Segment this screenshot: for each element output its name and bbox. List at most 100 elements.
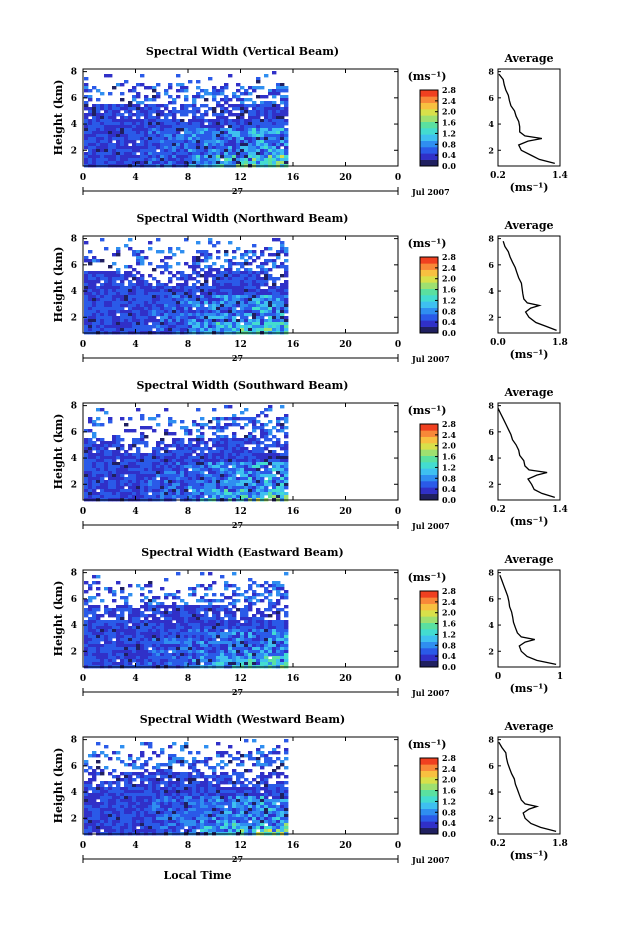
heatmap-cell [184, 137, 189, 141]
heatmap-cell [212, 656, 217, 660]
heatmap-cell [188, 638, 193, 642]
heatmap-cell [108, 119, 113, 123]
heatmap-cell [148, 659, 153, 663]
heatmap-cell [240, 140, 245, 144]
heatmap-cell [140, 417, 145, 421]
heatmap-cell [200, 122, 205, 126]
heatmap-cell [96, 322, 101, 326]
heatmap-cell [204, 256, 209, 260]
heatmap-cell [192, 116, 197, 120]
heatmap-cell [228, 471, 233, 475]
heatmap-cell [108, 420, 113, 424]
heatmap-cell [176, 301, 181, 305]
heatmap-cell [244, 89, 249, 93]
heatmap-cell [168, 617, 173, 621]
heatmap-cell [252, 489, 257, 493]
heatmap-cell [208, 310, 213, 314]
heatmap-cell [248, 140, 253, 144]
heatmap-cell [228, 152, 233, 156]
heatmap-cell [108, 134, 113, 138]
heatmap-cell [104, 468, 109, 472]
heatmap-cell [156, 95, 161, 99]
heatmap-cell [244, 408, 249, 412]
heatmap-cell [208, 125, 213, 129]
heatmap-cell [108, 131, 113, 135]
heatmap-cell [132, 483, 137, 487]
heatmap-cell [188, 656, 193, 660]
heatmap-cell [112, 289, 117, 293]
heatmap-cell [244, 489, 249, 493]
heatmap-cell [260, 110, 265, 114]
heatmap-cell [276, 638, 281, 642]
heatmap-cell [96, 581, 101, 585]
heatmap-cell [192, 113, 197, 117]
heatmap-cell [252, 438, 257, 442]
heatmap-cell [200, 417, 205, 421]
heatmap-cell [160, 319, 165, 323]
heatmap-cell [120, 137, 125, 141]
heatmap-cell [220, 328, 225, 332]
heatmap-cell [216, 623, 221, 627]
heatmap-cell [176, 462, 181, 466]
heatmap-cell [84, 280, 89, 284]
heatmap-cell [128, 474, 133, 478]
heatmap-cell [212, 143, 217, 147]
heatmap-cell [280, 459, 285, 463]
heatmap-cell [168, 280, 173, 284]
heatmap-cell [256, 286, 261, 290]
heatmap-cell [284, 155, 289, 159]
heatmap-cell [128, 459, 133, 463]
heatmap-cell [224, 650, 229, 654]
heatmap-cell [156, 492, 161, 496]
heatmap-cell [128, 161, 133, 165]
heatmap-cell [240, 489, 245, 493]
heatmap-cell [140, 593, 145, 597]
heatmap-cell [284, 107, 289, 111]
heatmap-cell [132, 86, 137, 90]
heatmap-cell [252, 423, 257, 427]
heatmap-cell [268, 584, 273, 588]
heatmap-cell [144, 486, 149, 490]
heatmap-cell [156, 447, 161, 451]
heatmap-cell [244, 450, 249, 454]
x-tick-label: 4 [132, 340, 138, 350]
heatmap-cell [220, 471, 225, 475]
heatmap-cell [268, 632, 273, 636]
heatmap-cell [92, 259, 97, 263]
heatmap-cell [252, 459, 257, 463]
heatmap-cell [280, 125, 285, 129]
heatmap-cell [112, 146, 117, 150]
heatmap-cell [256, 414, 261, 418]
heatmap-cell [124, 647, 129, 651]
heatmap-cell [100, 137, 105, 141]
heatmap-cell [236, 656, 241, 660]
heatmap-cell [224, 289, 229, 293]
heatmap-cell [168, 307, 173, 311]
heatmap-cell [208, 623, 213, 627]
heatmap-cell [276, 253, 281, 257]
heatmap-cell [148, 149, 153, 153]
heatmap-cell [236, 280, 241, 284]
heatmap-cell [284, 605, 289, 609]
heatmap-cell [224, 271, 229, 275]
heatmap-cell [104, 161, 109, 165]
heatmap-cell [248, 596, 253, 600]
heatmap-cell [156, 158, 161, 162]
heatmap-cell [168, 450, 173, 454]
heatmap-cell [284, 298, 289, 302]
heatmap-cell [220, 644, 225, 648]
heatmap-cell [264, 107, 269, 111]
heatmap-cell [216, 101, 221, 105]
heatmap-cell [192, 328, 197, 332]
heatmap-cell [92, 495, 97, 499]
heatmap-cell [132, 319, 137, 323]
heatmap-cell [248, 620, 253, 624]
heatmap-cell [88, 277, 93, 281]
heatmap-cell [184, 629, 189, 633]
heatmap-cell [276, 423, 281, 427]
heatmap-cell [280, 417, 285, 421]
heatmap-cell [100, 620, 105, 624]
heatmap-cell [84, 468, 89, 472]
heatmap-cell [124, 629, 129, 633]
heatmap-cell [224, 313, 229, 317]
